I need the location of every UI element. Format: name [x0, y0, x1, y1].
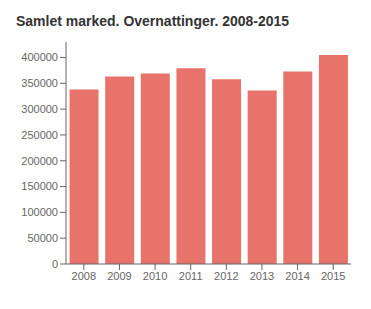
- svg-text:250000: 250000: [21, 129, 58, 141]
- svg-text:350000: 350000: [21, 77, 58, 89]
- svg-text:100000: 100000: [21, 206, 58, 218]
- svg-text:200000: 200000: [21, 155, 58, 167]
- svg-text:300000: 300000: [21, 103, 58, 115]
- svg-text:400000: 400000: [21, 51, 58, 63]
- svg-text:0: 0: [52, 258, 58, 270]
- svg-text:150000: 150000: [21, 180, 58, 192]
- svg-text:2015: 2015: [321, 270, 345, 282]
- svg-text:2013: 2013: [250, 270, 274, 282]
- svg-text:2008: 2008: [72, 270, 96, 282]
- svg-text:2009: 2009: [107, 270, 131, 282]
- svg-text:2011: 2011: [179, 270, 203, 282]
- svg-text:2014: 2014: [285, 270, 309, 282]
- svg-text:2010: 2010: [143, 270, 167, 282]
- svg-text:50000: 50000: [27, 232, 58, 244]
- html-text:Samlet marked. Overnattinger.: Samlet marked. Overnattinger. 2008-2015: [16, 13, 290, 29]
- svg-text:2012: 2012: [214, 270, 238, 282]
